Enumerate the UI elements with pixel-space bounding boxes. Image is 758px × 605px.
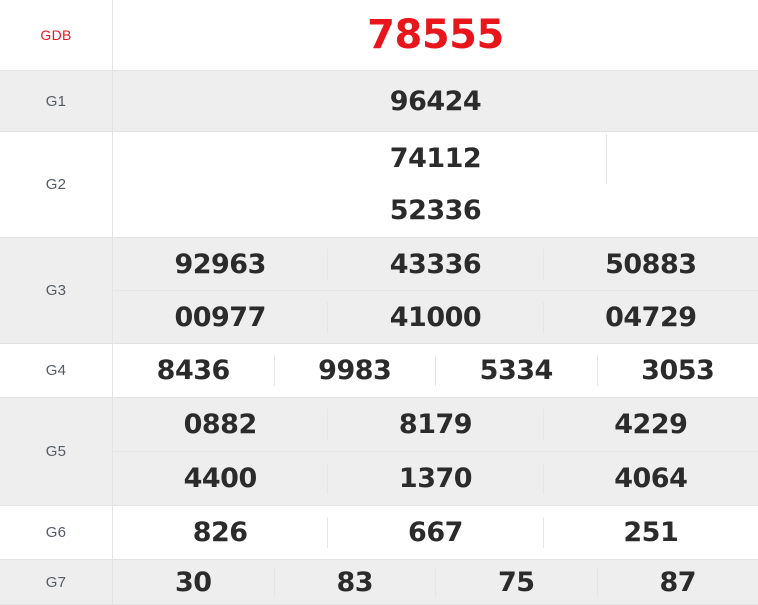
number-grid-g6: 826 667 251	[113, 506, 758, 559]
prize-row-g6: G6 826 667 251	[0, 506, 758, 560]
number-cell[interactable]: 5334	[435, 355, 597, 386]
prize-row-g5: G5 0882 8179 4229 4400 1370 4064	[0, 398, 758, 506]
number-cell[interactable]: 83	[274, 567, 436, 598]
number-grid-g2: 74112 52336	[113, 132, 758, 237]
number-cell[interactable]: 87	[597, 567, 758, 598]
number-cell[interactable]: 4400	[113, 463, 327, 494]
number-grid-g5: 0882 8179 4229 4400 1370 4064	[113, 398, 758, 505]
number-cell[interactable]: 74112	[113, 143, 758, 174]
number-cell[interactable]: 4229	[543, 409, 758, 440]
number-cell[interactable]: 04729	[543, 302, 758, 333]
number-cell[interactable]: 50883	[543, 249, 758, 280]
number-cell[interactable]: 4064	[543, 463, 758, 494]
prize-label-g6: G6	[0, 506, 113, 560]
prize-label-gdb: GDB	[0, 0, 113, 71]
prize-values-g1: 96424	[113, 71, 758, 132]
prize-label-g5: G5	[0, 398, 113, 506]
number-cell[interactable]: 251	[543, 517, 758, 548]
number-cell[interactable]: 0882	[113, 409, 327, 440]
number-line: 4400 1370 4064	[113, 451, 758, 505]
number-line: 96424	[113, 71, 758, 131]
number-cell[interactable]: 00977	[113, 302, 327, 333]
number-grid-g4: 8436 9983 5334 3053	[113, 344, 758, 397]
number-line: 8436 9983 5334 3053	[113, 344, 758, 397]
prize-values-g4: 8436 9983 5334 3053	[113, 344, 758, 398]
prize-row-g1: G1 96424	[0, 71, 758, 132]
number-cell[interactable]: 92963	[113, 249, 327, 280]
number-cell[interactable]: 30	[113, 567, 274, 598]
number-line: 0882 8179 4229	[113, 398, 758, 451]
number-cell[interactable]: 8436	[113, 355, 274, 386]
jackpot-row: GDB 78555	[0, 0, 758, 71]
number-line: 826 667 251	[113, 506, 758, 559]
prize-label-g4: G4	[0, 344, 113, 398]
prize-values-g2: 74112 52336	[113, 132, 758, 238]
number-cell[interactable]: 41000	[327, 302, 542, 333]
number-line: 92963 43336 50883	[113, 238, 758, 290]
prize-row-g3: G3 92963 43336 50883 00977 41000 04729	[0, 238, 758, 344]
number-cell[interactable]: 9983	[274, 355, 436, 386]
number-cell[interactable]: 75	[435, 567, 597, 598]
prize-label-g7: G7	[0, 560, 113, 605]
number-grid-g7: 30 83 75 87	[113, 560, 758, 604]
number-cell[interactable]: 96424	[113, 86, 758, 117]
prize-label-g2: G2	[0, 132, 113, 238]
prize-label-g3: G3	[0, 238, 113, 344]
jackpot-value-cell: 78555	[113, 0, 758, 71]
prize-values-g5: 0882 8179 4229 4400 1370 4064	[113, 398, 758, 506]
number-cell[interactable]: 8179	[327, 409, 542, 440]
prize-values-g7: 30 83 75 87	[113, 560, 758, 605]
number-grid-g3: 92963 43336 50883 00977 41000 04729	[113, 238, 758, 343]
prize-label-g1: G1	[0, 71, 113, 132]
number-line: 30 83 75 87	[113, 560, 758, 604]
number-cell[interactable]: 826	[113, 517, 327, 548]
prize-row-g7: G7 30 83 75 87	[0, 560, 758, 605]
prize-row-g2: G2 74112 52336	[0, 132, 758, 238]
number-cell[interactable]: 3053	[597, 355, 758, 386]
number-line: 52336	[113, 184, 758, 237]
number-cell[interactable]: 1370	[327, 463, 542, 494]
number-line: 00977 41000 04729	[113, 290, 758, 343]
number-cell[interactable]: 667	[327, 517, 542, 548]
prize-values-g3: 92963 43336 50883 00977 41000 04729	[113, 238, 758, 344]
prize-row-g4: G4 8436 9983 5334 3053	[0, 344, 758, 398]
number-cell[interactable]: 43336	[327, 249, 542, 280]
partial-divider	[606, 134, 607, 184]
number-grid-g1: 96424	[113, 71, 758, 131]
number-line: 74112	[113, 132, 758, 184]
number-cell[interactable]: 52336	[113, 195, 758, 226]
prize-values-g6: 826 667 251	[113, 506, 758, 560]
jackpot-number[interactable]: 78555	[113, 0, 758, 70]
